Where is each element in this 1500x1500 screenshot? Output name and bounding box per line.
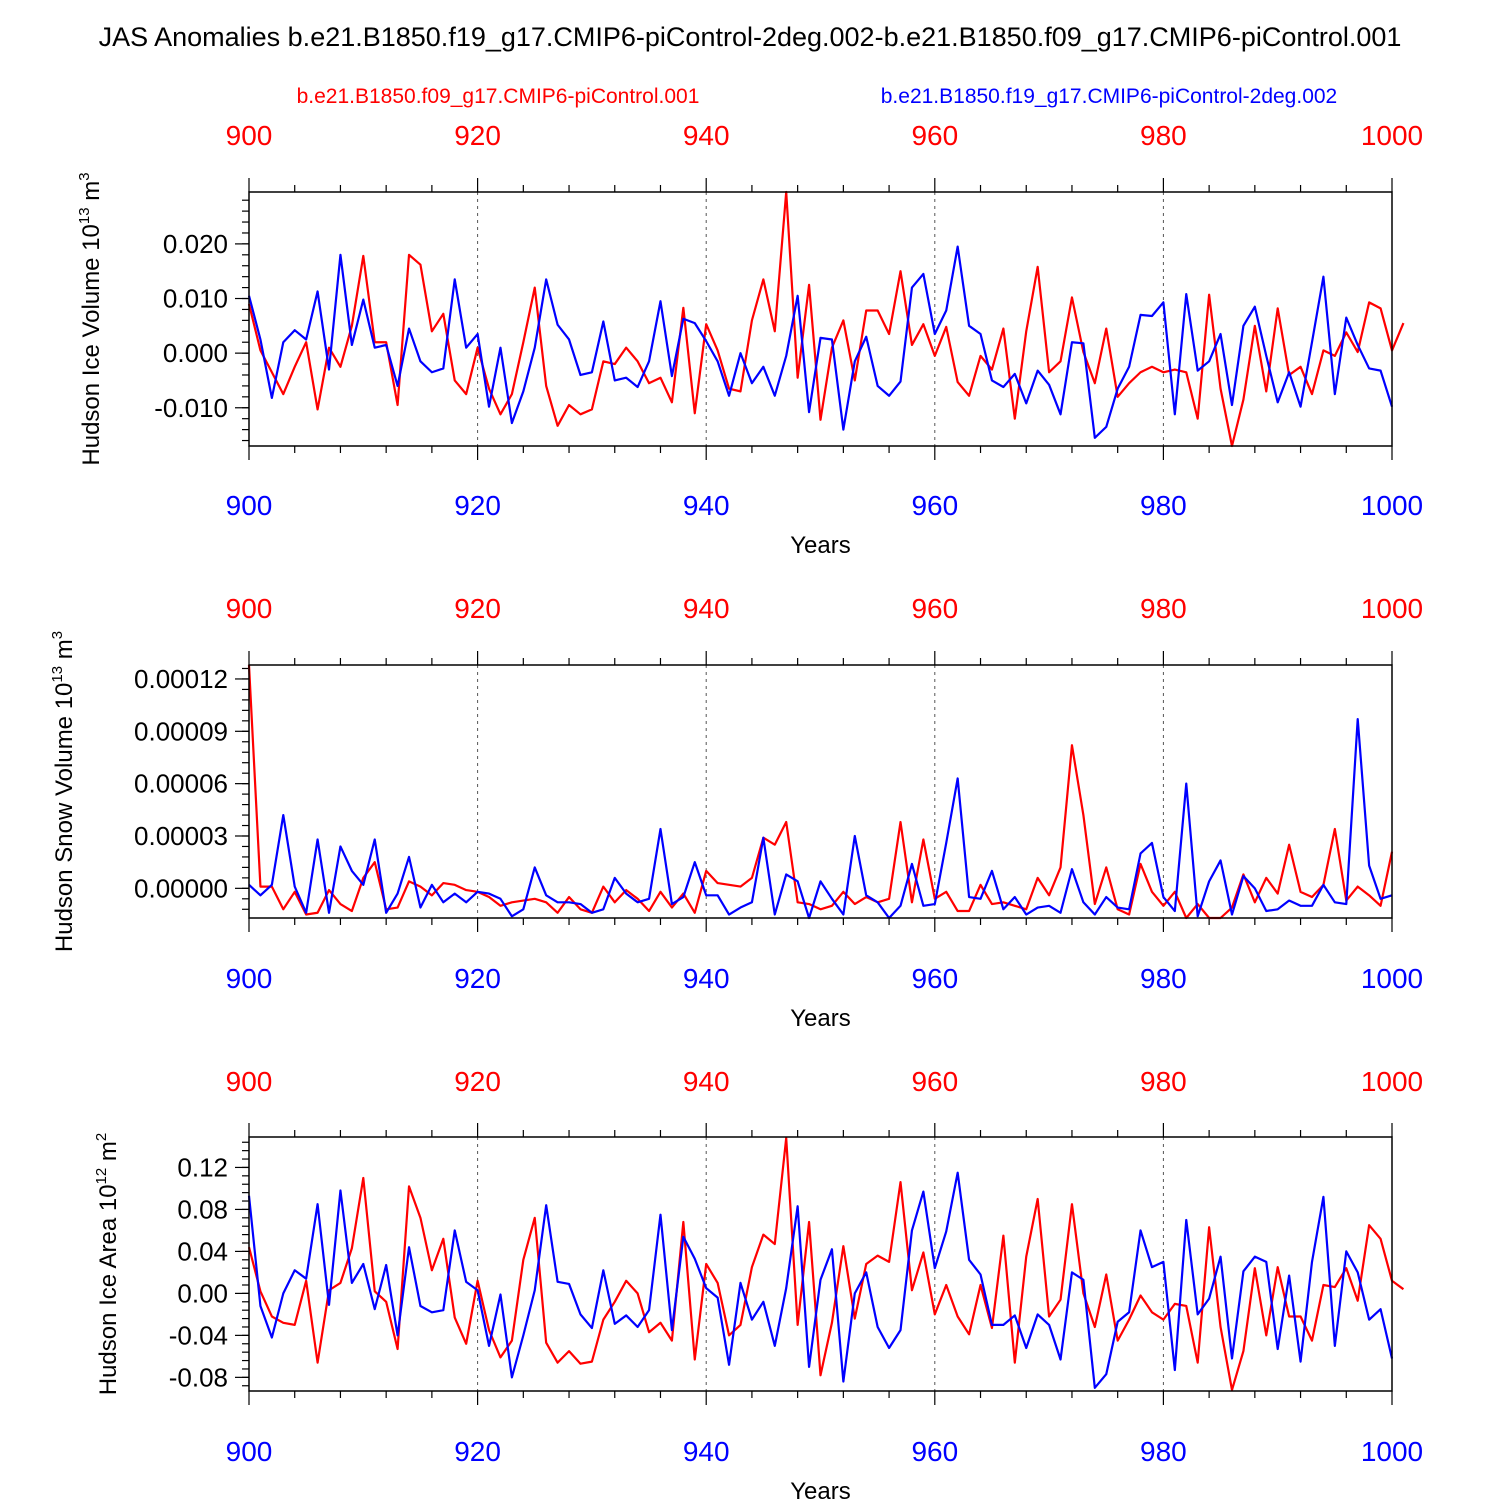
y-tick-label: 0.00 [177,1278,228,1308]
y-tick-label: 0.010 [163,284,228,314]
y-tick-label: 0.000 [163,338,228,368]
series-line-red [247,1136,1405,1392]
y-axis-label-main: Hudson Ice Area 10 [95,1184,122,1395]
plot-frame [248,1136,1393,1392]
series-line-red [247,190,1405,448]
x-tick-label-top: 960 [911,593,958,624]
x-tick-label-bottom: 1000 [1361,963,1423,994]
series-line-blue [247,1171,1394,1389]
x-tick-label-bottom: 940 [683,490,730,521]
y-axis-label-exponent: 13 [76,207,93,224]
y-axis-label: Hudson Snow Volume 1013 m3 [49,631,78,952]
y-tick-label: -0.08 [169,1362,228,1392]
panel-ice-area: -0.08 -0.04 0.00 0.04 0.08 0.12 900 900 920 920 94… [93,1066,1423,1500]
y-tick-label: -0.010 [154,393,228,423]
y-axis-label-exponent: 12 [93,1168,110,1185]
x-tick-label-bottom: 920 [454,963,501,994]
x-tick-label-top: 980 [1140,593,1187,624]
y-axis-label-unit: m [78,181,105,208]
y-axis-label-unit: m [95,1141,122,1168]
x-tick-label-top: 1000 [1361,593,1423,624]
panel-ice-volume: -0.010 0.000 0.010 0.020 900 900 920 920 940 940 9… [76,120,1423,559]
x-tick-label-top: 960 [911,120,958,151]
legend-blue-label: b.e21.B1850.f19_g17.CMIP6-piControl-2deg… [881,85,1337,108]
x-tick-label-top: 900 [226,593,273,624]
x-tick-label-top: 940 [683,120,730,151]
legend-red-label: b.e21.B1850.f09_g17.CMIP6-piControl.001 [297,85,700,108]
x-tick-label-bottom: 940 [683,963,730,994]
x-tick-label-bottom: 980 [1140,1436,1187,1467]
x-tick-label-bottom: 980 [1140,963,1187,994]
chart-title: JAS Anomalies b.e21.B1850.f19_g17.CMIP6-… [99,22,1402,52]
x-tick-label-top: 1000 [1361,1066,1423,1097]
y-axis-label-exponent: 13 [49,666,66,683]
y-tick-label: 0.00012 [134,664,228,694]
x-tick-label-bottom: 920 [454,490,501,521]
y-axis-label-unit-exponent: 3 [49,631,66,639]
x-tick-label-bottom: 960 [911,963,958,994]
x-tick-label-bottom: 940 [683,1436,730,1467]
y-tick-label: 0.020 [163,229,228,259]
y-tick-label: -0.04 [169,1320,228,1350]
x-tick-label-top: 900 [226,1066,273,1097]
y-tick-label: 0.08 [177,1194,228,1224]
x-tick-label-bottom: 900 [226,1436,273,1467]
x-tick-label-bottom: 900 [226,963,273,994]
series-line-blue [247,245,1394,439]
x-tick-label-bottom: 1000 [1361,1436,1423,1467]
x-tick-label-bottom: 960 [911,490,958,521]
y-tick-label: 0.00009 [134,716,228,746]
x-axis-label: Years [790,1005,851,1032]
y-tick-label: 0.04 [177,1236,228,1266]
y-axis-label: Hudson Ice Area 1012 m2 [93,1133,122,1396]
y-axis-label-unit: m [51,639,78,666]
x-tick-label-top: 920 [454,1066,501,1097]
x-tick-label-bottom: 900 [226,490,273,521]
y-tick-label: 0.00000 [134,873,228,903]
plot-frame [248,664,1393,919]
x-tick-label-top: 960 [911,1066,958,1097]
x-tick-label-top: 940 [683,593,730,624]
chart-panels: -0.010 0.000 0.010 0.020 900 900 920 920 940 940 9… [49,120,1423,1500]
y-tick-label: 0.00006 [134,769,228,799]
x-tick-label-bottom: 920 [454,1436,501,1467]
y-axis-label-unit-exponent: 2 [93,1133,110,1141]
x-tick-label-top: 900 [226,120,273,151]
series-line-blue [248,717,1393,920]
panel-snow-volume: 0.00000 0.00003 0.00006 0.00009 0.00012 900 90… [49,593,1423,1032]
x-tick-label-top: 980 [1140,120,1187,151]
y-axis-label-main: Hudson Snow Volume 10 [51,683,78,953]
y-axis-label: Hudson Ice Volume 1013 m3 [76,172,105,465]
x-tick-label-bottom: 1000 [1361,490,1423,521]
x-axis-label: Years [790,1478,851,1500]
x-tick-label-bottom: 980 [1140,490,1187,521]
x-tick-label-top: 1000 [1361,120,1423,151]
x-tick-label-top: 980 [1140,1066,1187,1097]
y-tick-label: 0.00003 [134,821,228,851]
plot-frame [248,191,1393,447]
x-tick-label-top: 920 [454,593,501,624]
y-axis-label-main: Hudson Ice Volume 10 [78,224,105,466]
y-tick-label: 0.12 [177,1152,228,1182]
x-tick-label-top: 940 [683,1066,730,1097]
x-axis-label: Years [790,532,851,559]
x-tick-label-top: 920 [454,120,501,151]
y-axis-label-unit-exponent: 3 [76,172,93,180]
series-line-red [247,664,1394,920]
x-tick-label-bottom: 960 [911,1436,958,1467]
